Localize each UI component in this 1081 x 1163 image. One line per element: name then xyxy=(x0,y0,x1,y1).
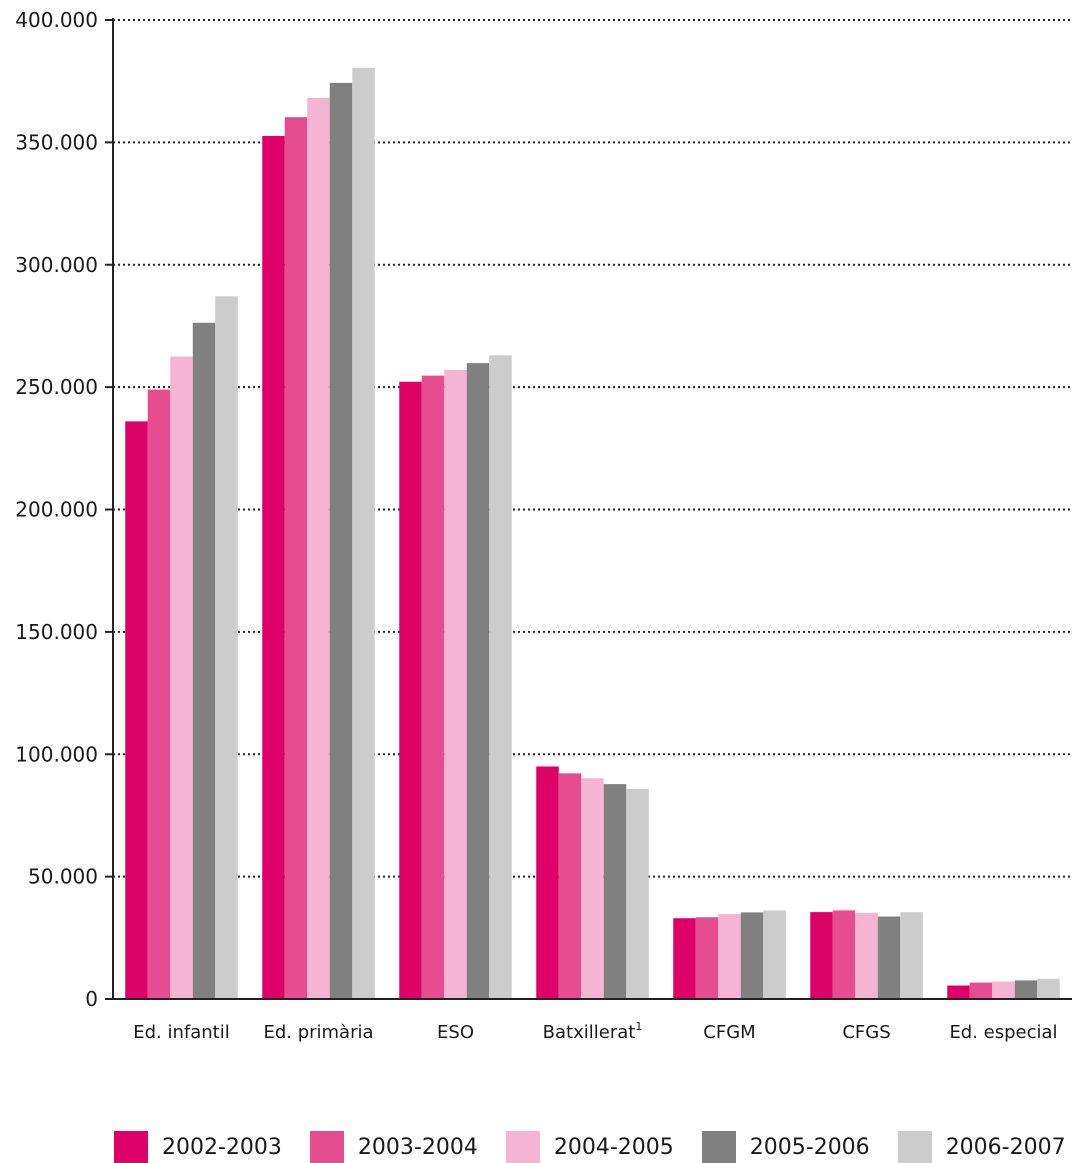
legend-label: 2003-2004 xyxy=(357,1134,478,1160)
legend-swatch xyxy=(114,1131,148,1163)
x-tick-label: Ed. primària xyxy=(263,1022,373,1043)
y-tick-label: 150.000 xyxy=(15,620,98,644)
bar xyxy=(307,97,330,999)
x-tick-label: CFGS xyxy=(842,1022,890,1043)
bar xyxy=(399,381,422,1000)
bar xyxy=(947,985,970,999)
bar xyxy=(421,375,445,999)
y-tick-label: 50.000 xyxy=(28,865,98,889)
y-tick-label: 350.000 xyxy=(15,130,98,154)
legend-swatch xyxy=(897,1131,932,1163)
legend-swatch xyxy=(309,1131,344,1163)
bar xyxy=(170,356,193,999)
bar xyxy=(444,369,467,999)
bar xyxy=(695,917,719,999)
bar xyxy=(581,778,604,999)
y-axis-ticks: 0 50.000 100.000 150.000 200.000 250.000 300.0… xyxy=(15,8,113,1011)
bar xyxy=(1014,980,1038,999)
legend-item: 2006-2007 xyxy=(897,1131,1066,1163)
y-tick-label: 300.000 xyxy=(15,253,98,277)
bar xyxy=(855,912,878,999)
bars xyxy=(125,67,1060,1000)
x-tick-label: Ed. infantil xyxy=(133,1022,230,1043)
bar xyxy=(192,322,216,999)
bar xyxy=(558,773,582,999)
legend-swatch xyxy=(701,1131,736,1163)
bar xyxy=(810,912,833,999)
legend-item: 2005-2006 xyxy=(701,1131,870,1163)
bar xyxy=(832,910,856,999)
gridlines xyxy=(113,19,1072,878)
x-tick-label: CFGM xyxy=(703,1022,755,1043)
legend-label: 2002-2003 xyxy=(162,1134,282,1160)
bar xyxy=(877,916,901,999)
bar xyxy=(147,389,171,999)
bar xyxy=(284,117,308,999)
x-tick-label: Ed. especial xyxy=(949,1022,1057,1043)
y-tick-label: 250.000 xyxy=(15,375,98,399)
bar xyxy=(1037,978,1060,999)
bar xyxy=(900,912,923,999)
legend-item: 2002-2003 xyxy=(114,1131,282,1163)
bar xyxy=(992,981,1015,999)
bar xyxy=(673,918,696,999)
y-tick-label: 0 xyxy=(85,987,98,1011)
bar xyxy=(626,789,649,999)
legend-label: 2006-2007 xyxy=(945,1134,1066,1160)
bar xyxy=(740,912,764,999)
bar xyxy=(262,136,285,1000)
legend-label: 2005-2006 xyxy=(749,1134,870,1160)
bar xyxy=(718,914,741,999)
bar xyxy=(763,910,786,999)
bar xyxy=(969,982,993,999)
y-tick-label: 200.000 xyxy=(15,498,98,522)
bar xyxy=(536,766,559,999)
y-tick-label: 400.000 xyxy=(15,8,98,32)
legend-item: 2004-2005 xyxy=(505,1131,674,1163)
bar xyxy=(125,421,148,999)
bar xyxy=(489,355,512,999)
bar xyxy=(603,784,627,999)
bar xyxy=(215,296,238,999)
bar-chart: 0 50.000 100.000 150.000 200.000 250.000 300.0… xyxy=(15,8,1072,1043)
bar xyxy=(352,67,375,999)
legend-label: 2004-2005 xyxy=(553,1134,674,1160)
legend-swatch xyxy=(505,1131,540,1163)
y-tick-label: 100.000 xyxy=(15,742,98,766)
x-tick-label: Batxillerat1 xyxy=(543,1020,643,1043)
x-tick-footnote-marker: 1 xyxy=(635,1020,642,1033)
x-tick-label: ESO xyxy=(437,1022,474,1043)
legend: 2002-2003 2003-2004 2004-2005 2005-2006 2006… xyxy=(114,1131,1081,1163)
bar xyxy=(466,363,490,999)
legend-item: 2003-2004 xyxy=(309,1131,478,1163)
bar xyxy=(329,82,353,999)
x-axis-ticks: Ed. infantil Ed. primària ESO Batxillerat1 C… xyxy=(133,1020,1057,1043)
